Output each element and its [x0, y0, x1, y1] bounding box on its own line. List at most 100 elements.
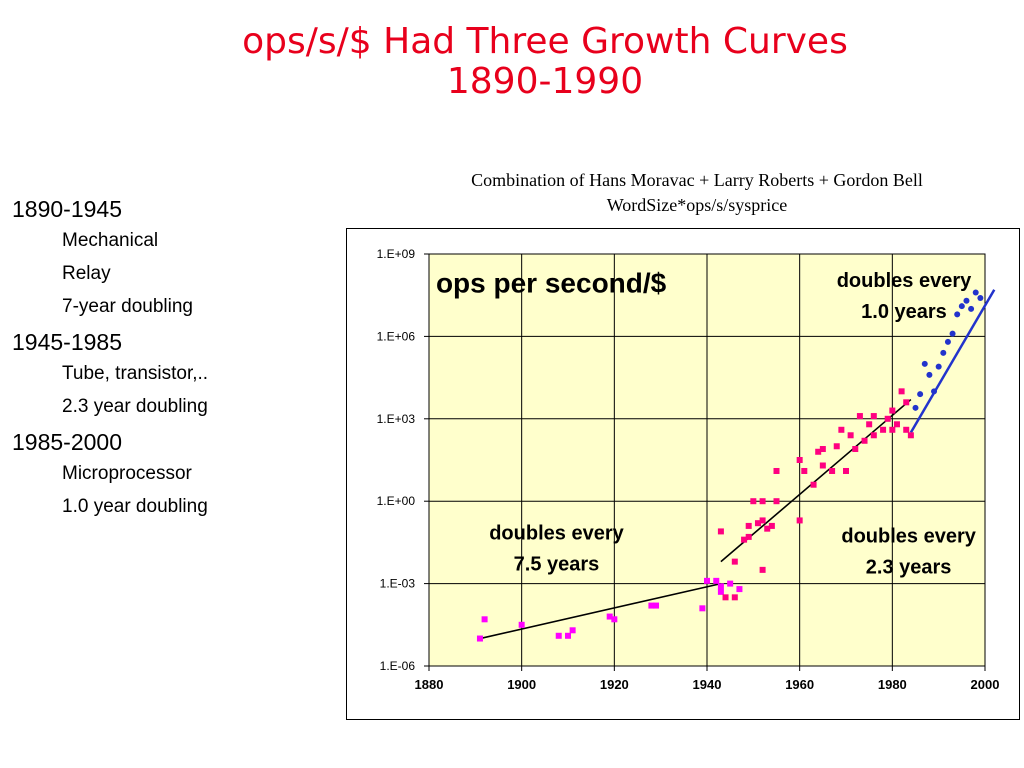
data-point-microprocessor: [944, 338, 951, 345]
data-point-electronic: [870, 413, 877, 420]
x-tick-label: 1880: [415, 677, 444, 692]
data-point-electronic: [750, 498, 757, 505]
era-item: Microprocessor: [62, 463, 192, 484]
data-point-mechanical: [565, 632, 571, 639]
era-1: 1890-1945 Mechanical Relay 7-year doubli…: [12, 194, 332, 323]
data-point-electronic: [731, 594, 738, 601]
data-point-electronic: [759, 566, 766, 573]
x-tick-label: 1960: [785, 677, 814, 692]
data-point-electronic: [768, 522, 775, 529]
data-point-mechanical: [518, 621, 525, 628]
data-point-electronic: [745, 533, 752, 540]
era-3: 1985-2000 Microprocessor 1.0 year doubli…: [12, 427, 332, 523]
data-point-electronic: [907, 432, 914, 439]
data-point-mechanical: [653, 602, 660, 609]
y-tick-label: 1.E+00: [377, 494, 416, 508]
scatter-chart: 1880 1900 1920 1940 1960 1980 2000 1.E-06 1.E-03…: [377, 247, 1000, 692]
chart-frame: 1880 1900 1920 1940 1960 1980 2000 1.E-06 1.E-03…: [346, 228, 1020, 720]
data-point-electronic: [810, 481, 817, 488]
data-point-electronic: [889, 407, 896, 414]
era-item: 2.3 year doubling: [62, 396, 208, 417]
era-item: Relay: [62, 263, 111, 284]
data-point-microprocessor: [949, 330, 956, 337]
data-point-electronic: [866, 421, 873, 428]
chart-caption: Combination of Hans Moravac + Larry Robe…: [392, 168, 1002, 218]
era-label: 1890-1945: [12, 196, 122, 222]
era-items: Microprocessor 1.0 year doubling: [12, 457, 332, 523]
chart-caption-line-1: Combination of Hans Moravac + Larry Robe…: [471, 170, 923, 190]
data-point-electronic: [754, 520, 761, 527]
era-label: 1945-1985: [12, 329, 122, 355]
data-point-electronic: [880, 426, 887, 433]
x-tick-label: 2000: [971, 677, 1000, 692]
data-point-mechanical: [727, 580, 734, 587]
era-outline: 1890-1945 Mechanical Relay 7-year doubli…: [12, 194, 332, 527]
data-point-electronic: [856, 413, 863, 420]
data-point-mechanical: [555, 632, 562, 639]
era-items: Tube, transistor,.. 2.3 year doubling: [12, 357, 332, 423]
data-point-mechanical: [476, 635, 483, 642]
data-point-electronic: [843, 467, 849, 474]
data-point-microprocessor: [931, 388, 938, 395]
data-point-electronic: [764, 525, 771, 532]
data-point-electronic: [722, 594, 729, 601]
x-tick-label: 1940: [693, 677, 722, 692]
data-point-mechanical: [481, 616, 488, 623]
data-point-mechanical: [611, 616, 618, 623]
data-point-mechanical: [713, 577, 720, 584]
data-point-mechanical: [606, 613, 613, 620]
data-point-electronic: [884, 415, 891, 422]
y-tick-label: 1.E-03: [380, 577, 416, 591]
annotation-line-1: doubles every: [489, 523, 624, 545]
data-point-electronic: [819, 462, 826, 469]
data-point-electronic: [847, 432, 854, 439]
data-point-mechanical: [717, 588, 724, 595]
data-point-electronic: [898, 388, 905, 395]
data-point-electronic: [852, 446, 859, 453]
data-point-electronic: [801, 467, 808, 474]
data-point-microprocessor: [926, 371, 933, 378]
annotation-line-2: 1.0 years: [861, 301, 947, 323]
era-item: Tube, transistor,..: [62, 363, 209, 384]
data-point-electronic: [889, 426, 896, 433]
slide-title-line-1: ops/s/$ Had Three Growth Curves: [242, 21, 848, 62]
data-point-microprocessor: [954, 311, 961, 318]
data-point-microprocessor: [940, 349, 947, 356]
y-tick-label: 1.E-06: [380, 659, 416, 673]
data-point-electronic: [861, 437, 868, 444]
fit-mechanical-line: [479, 582, 722, 640]
data-point-electronic: [893, 421, 900, 428]
chart-title: ops per second/$: [436, 267, 667, 298]
data-point-electronic: [773, 467, 780, 474]
data-point-microprocessor: [963, 297, 970, 304]
data-point-electronic: [829, 467, 836, 474]
era-item: 1.0 year doubling: [62, 496, 208, 517]
slide-title: ops/s/$ Had Three Growth Curves 1890-199…: [200, 22, 890, 102]
era-label: 1985-2000: [12, 429, 122, 455]
data-point-microprocessor: [958, 303, 965, 310]
data-point-mechanical: [648, 602, 655, 609]
annotation-line-1: doubles every: [837, 270, 972, 292]
y-tick-label: 1.E+09: [377, 247, 416, 261]
fit-microprocessor-line: [909, 289, 996, 434]
y-tick-label: 1.E+03: [377, 412, 416, 426]
data-point-electronic: [815, 448, 822, 455]
data-point-mechanical: [704, 577, 710, 584]
data-point-electronic: [838, 426, 845, 433]
x-tick-label: 1900: [507, 677, 536, 692]
data-point-electronic: [745, 522, 752, 529]
x-tick-label: 1920: [600, 677, 629, 692]
data-point-electronic: [759, 498, 766, 505]
era-item: Mechanical: [62, 230, 159, 251]
data-point-electronic: [731, 558, 738, 565]
data-point-microprocessor: [968, 305, 975, 312]
data-point-microprocessor: [972, 289, 979, 296]
y-tick-label: 1.E+06: [377, 329, 416, 343]
data-point-microprocessor: [912, 404, 919, 411]
era-2: 1945-1985 Tube, transistor,.. 2.3 year d…: [12, 327, 332, 423]
data-point-electronic: [741, 536, 748, 543]
chart-caption-line-2: WordSize*ops/s/sysprice: [606, 195, 788, 215]
data-point-electronic: [759, 517, 766, 524]
data-point-microprocessor: [977, 294, 984, 301]
data-point-mechanical: [569, 627, 576, 634]
